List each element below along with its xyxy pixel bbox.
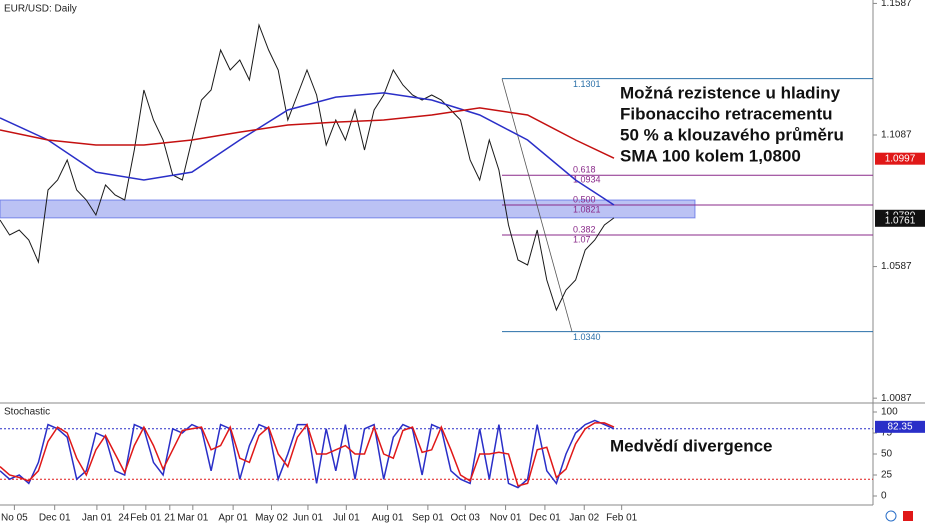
icon[interactable] xyxy=(903,511,913,521)
line-series xyxy=(0,107,615,159)
panel-title: Stochastic xyxy=(4,407,50,418)
value-tag xyxy=(875,420,925,433)
x-tick-label: Aug 01 xyxy=(372,513,404,524)
fib-ratio: 0.382 xyxy=(573,224,596,234)
y-tick-label: 1.0587 xyxy=(881,261,912,272)
x-tick-label: Mar 01 xyxy=(177,513,209,524)
x-tick-label: Feb 01 xyxy=(130,513,162,524)
x-tick-label: 21 xyxy=(164,513,176,524)
fib-trend xyxy=(501,78,573,332)
resistance-zone xyxy=(0,199,696,219)
fib-ratio: 0.500 xyxy=(573,194,596,204)
y-tick-label: 100 xyxy=(881,407,898,418)
fib-label: 1.1301 xyxy=(573,79,601,89)
icon[interactable] xyxy=(885,510,897,522)
chart-title: EUR/USD: Daily xyxy=(4,4,77,15)
x-tick-label: 24 xyxy=(118,513,130,524)
x-tick-label: Sep 01 xyxy=(412,513,444,524)
annotation: SMA 100 kolem 1,0800 xyxy=(620,146,801,165)
x-tick-label: Nov 01 xyxy=(490,513,522,524)
x-tick-label: May 02 xyxy=(255,513,288,524)
fib-label: 1.07 xyxy=(573,234,591,244)
x-tick-label: Apr 01 xyxy=(218,513,248,524)
price-tag-label: 1.0997 xyxy=(885,153,916,164)
fib-ratio: 0.618 xyxy=(573,165,596,175)
y-tick-label: 0 xyxy=(881,491,887,502)
annotation: Možná rezistence u hladiny xyxy=(620,83,841,102)
fib-label: 1.0821 xyxy=(573,204,601,214)
x-tick-label: Dec 01 xyxy=(529,513,561,524)
x-tick-label: Oct 03 xyxy=(451,513,481,524)
annotation: Medvědí divergence xyxy=(610,436,773,455)
line-series xyxy=(0,422,615,487)
y-tick-label: 1.0087 xyxy=(881,393,912,404)
annotation: 50 % a klouzavého průměru xyxy=(620,125,844,144)
price-tag xyxy=(875,152,925,165)
price-tag xyxy=(875,214,925,227)
x-tick-label: Dec 01 xyxy=(39,513,71,524)
line-series xyxy=(0,92,615,206)
price-tag-label: 1.0761 xyxy=(885,215,916,226)
x-tick-label: Jan 02 xyxy=(569,513,599,524)
x-tick-label: No 05 xyxy=(1,513,28,524)
fib-label: 1.0934 xyxy=(573,175,601,185)
y-tick-label: 75 xyxy=(881,428,893,439)
x-tick-label: Feb 01 xyxy=(606,513,638,524)
annotation: Fibonacciho retracementu xyxy=(620,104,833,123)
y-tick-label: 50 xyxy=(881,449,893,460)
x-tick-label: Jun 01 xyxy=(293,513,323,524)
line-series xyxy=(0,23,615,312)
fib-label: 1.0340 xyxy=(573,332,601,342)
x-tick-label: Jul 01 xyxy=(333,513,360,524)
y-tick-label: 25 xyxy=(881,470,893,481)
x-tick-label: Jan 01 xyxy=(82,513,112,524)
y-tick-label: 1.1587 xyxy=(881,0,912,9)
y-tick-label: 1.1087 xyxy=(881,130,912,141)
value-tag-label: 82.35 xyxy=(887,421,912,432)
